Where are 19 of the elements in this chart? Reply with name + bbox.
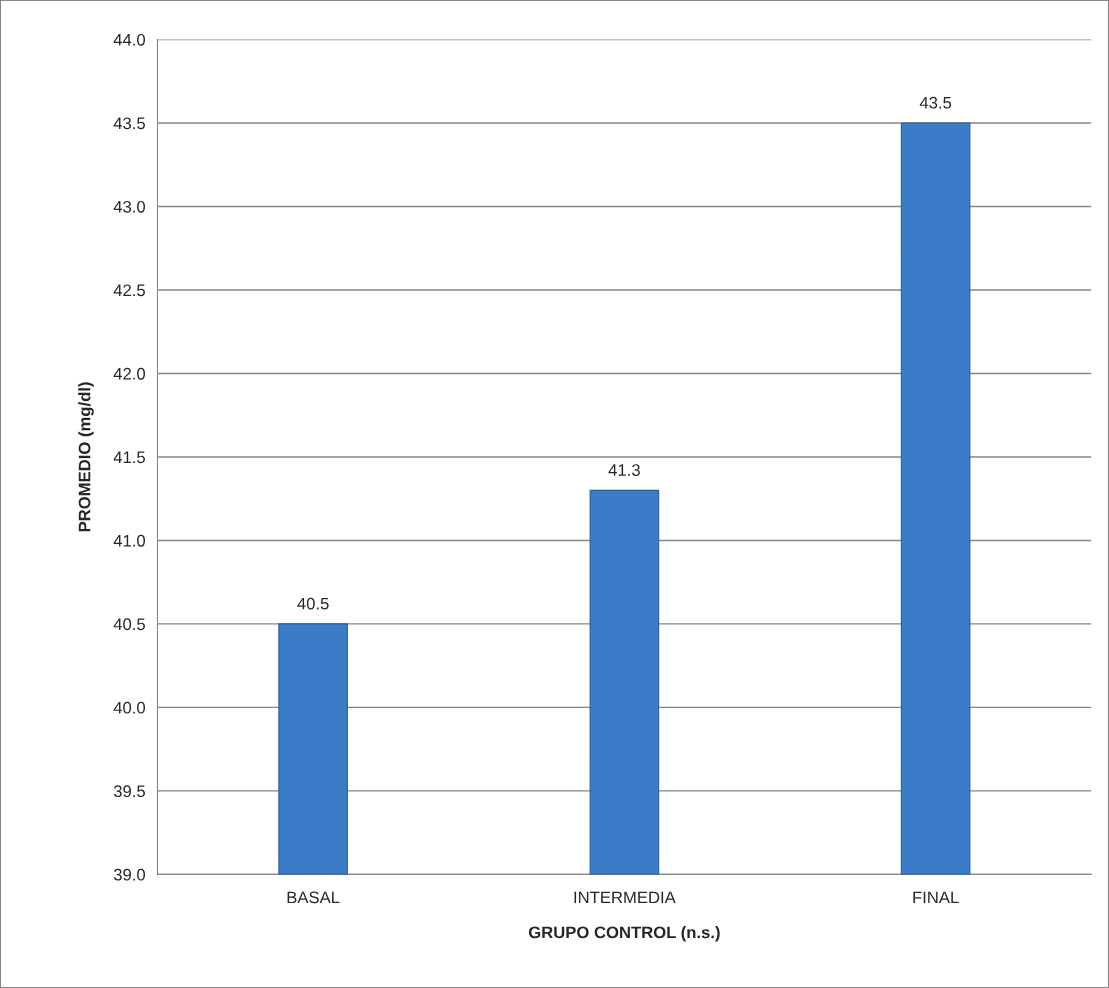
y-tick-label: 39.0 bbox=[113, 868, 146, 881]
y-tick-label: 43.0 bbox=[113, 200, 146, 213]
y-axis-title: PROMEDIO (mg/dl) bbox=[78, 382, 94, 532]
x-axis-title: GRUPO CONTROL (n.s.) bbox=[528, 926, 720, 942]
y-tick-label: 40.5 bbox=[113, 618, 145, 631]
y-tick-label: 39.5 bbox=[113, 785, 145, 798]
y-tick-label: 41.0 bbox=[113, 534, 146, 547]
x-tick-label: INTERMEDIA bbox=[574, 891, 676, 904]
x-tick-label: BASAL bbox=[287, 891, 340, 904]
y-tick-label: 42.5 bbox=[113, 284, 145, 297]
y-tick-label: 42.0 bbox=[113, 367, 146, 380]
data-label: 43.5 bbox=[919, 96, 952, 109]
y-tick-label: 40.0 bbox=[113, 701, 146, 714]
y-tick-label: 43.5 bbox=[113, 117, 145, 130]
x-tick-label: FINAL bbox=[913, 891, 959, 904]
y-tick-label: 41.5 bbox=[113, 451, 145, 464]
y-tick-label: 44.0 bbox=[113, 33, 146, 46]
data-label: 41.3 bbox=[608, 464, 640, 476]
data-label: 40.5 bbox=[297, 597, 329, 610]
